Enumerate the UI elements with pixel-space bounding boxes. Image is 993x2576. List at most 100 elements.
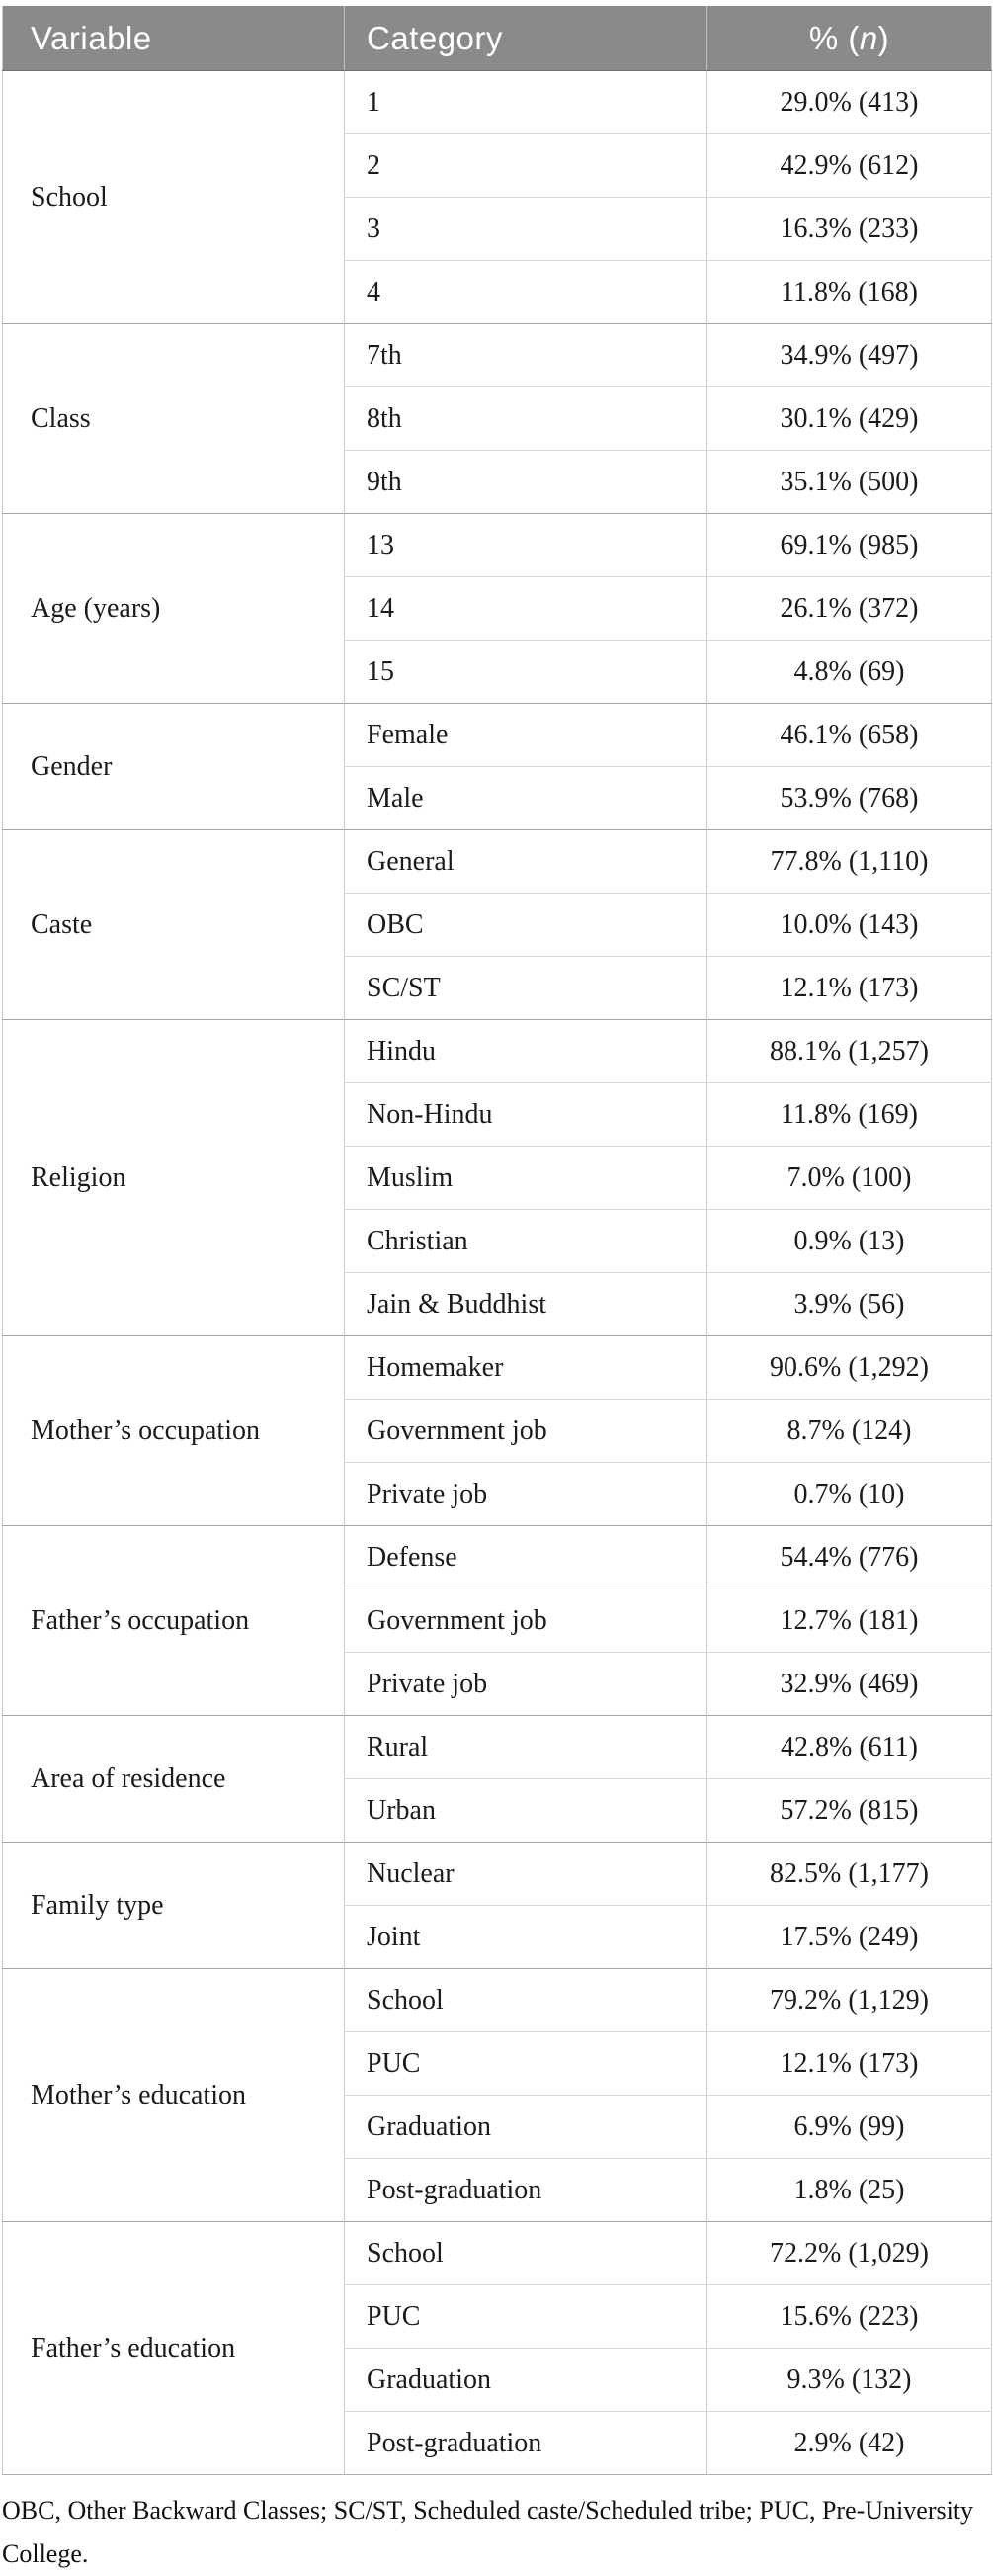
- table-row: Area of residence Rural 42.8% (611): [2, 1715, 992, 1843]
- table-row: 8th 30.1% (429): [3, 386, 992, 451]
- percent-n-italic: n: [859, 19, 878, 56]
- value-cell: 90.6% (1,292): [706, 1335, 992, 1400]
- table-row: Gender Female 46.1% (658): [2, 703, 992, 830]
- category-cell: Government job: [344, 1399, 707, 1463]
- table-row: Joint 17.5% (249): [3, 1905, 992, 1969]
- table-body: School 1 29.0% (413) 2 42.9% (612) 3 16.3% (23…: [2, 70, 992, 2475]
- variable-cell: School: [2, 70, 345, 324]
- value-cell: 15.6% (223): [706, 2284, 992, 2349]
- col-header-variable: Variable: [2, 6, 345, 71]
- table-row: Mother’s occupation Homemaker 90.6% (1,292…: [2, 1335, 992, 1526]
- col-header-percent-n: % (n): [706, 6, 992, 71]
- category-cell: 13: [344, 513, 707, 577]
- table-row: Mother’s education School 79.2% (1,129): [2, 1968, 992, 2222]
- footnote-line-2: College.: [2, 2539, 89, 2568]
- variable-cell: Religion: [2, 1019, 345, 1336]
- value-cell: 12.1% (173): [706, 956, 992, 1020]
- table-row: Religion Hindu 88.1% (1,257): [2, 1019, 992, 1336]
- category-cell: OBC: [344, 893, 707, 957]
- value-cell: 11.8% (169): [706, 1082, 992, 1147]
- table-row: Male 53.9% (768): [3, 766, 992, 830]
- value-cell: 35.1% (500): [706, 450, 992, 514]
- table-row: School 1 29.0% (413): [2, 70, 992, 324]
- col-header-category: Category: [344, 6, 707, 71]
- table-row: Muslim 7.0% (100): [3, 1146, 992, 1210]
- percent-n-prefix: % (: [808, 19, 860, 56]
- value-cell: 30.1% (429): [706, 386, 992, 451]
- table-row: 3 16.3% (233): [3, 197, 992, 261]
- table-row: Government job 8.7% (124): [3, 1399, 992, 1463]
- demographics-table: Variable Category % (n) School 1 29.0% (41…: [2, 6, 992, 2475]
- value-cell: 17.5% (249): [706, 1905, 992, 1969]
- category-cell: Government job: [344, 1589, 707, 1653]
- value-cell: 26.1% (372): [706, 576, 992, 641]
- table-row: 9th 35.1% (500): [3, 450, 992, 514]
- table-row: Post-graduation 2.9% (42): [3, 2411, 992, 2475]
- table-row: PUC 12.1% (173): [3, 2031, 992, 2096]
- category-cell: Jain & Buddhist: [344, 1272, 707, 1336]
- category-cell: School: [344, 2221, 707, 2285]
- table-row: Urban 57.2% (815): [3, 1778, 992, 1843]
- value-cell: 53.9% (768): [706, 766, 992, 830]
- table-footnote: OBC, Other Backward Classes; SC/ST, Sche…: [2, 2489, 993, 2576]
- table-row: OBC 10.0% (143): [3, 893, 992, 957]
- category-cell: 4: [344, 260, 707, 324]
- table-row: Christian 0.9% (13): [3, 1209, 992, 1273]
- table-figure: Variable Category % (n) School 1 29.0% (41…: [0, 6, 993, 2576]
- table-row: 2 42.9% (612): [3, 133, 992, 198]
- table-row: PUC 15.6% (223): [3, 2284, 992, 2349]
- value-cell: 11.8% (168): [706, 260, 992, 324]
- category-cell: Female: [344, 703, 707, 767]
- table-row: Government job 12.7% (181): [3, 1589, 992, 1653]
- percent-n-suffix: ): [877, 19, 890, 56]
- category-cell: Hindu: [344, 1019, 707, 1083]
- value-cell: 6.9% (99): [706, 2095, 992, 2159]
- table-row: Father’s occupation Defense 54.4% (776): [2, 1525, 992, 1716]
- category-cell: PUC: [344, 2284, 707, 2349]
- table-row: Jain & Buddhist 3.9% (56): [3, 1272, 992, 1336]
- variable-cell: Area of residence: [2, 1715, 345, 1843]
- value-cell: 34.9% (497): [706, 323, 992, 387]
- table-header: Variable Category % (n): [2, 6, 992, 71]
- table-row: Private job 0.7% (10): [3, 1462, 992, 1526]
- footnote-line-1: OBC, Other Backward Classes; SC/ST, Sche…: [2, 2496, 974, 2525]
- category-cell: Private job: [344, 1462, 707, 1526]
- category-cell: Homemaker: [344, 1335, 707, 1400]
- value-cell: 2.9% (42): [706, 2411, 992, 2475]
- category-cell: Post-graduation: [344, 2411, 707, 2475]
- value-cell: 29.0% (413): [706, 70, 992, 134]
- value-cell: 88.1% (1,257): [706, 1019, 992, 1083]
- category-cell: Graduation: [344, 2095, 707, 2159]
- header-row: Variable Category % (n): [2, 6, 992, 71]
- value-cell: 0.9% (13): [706, 1209, 992, 1273]
- category-cell: 15: [344, 640, 707, 704]
- category-cell: Joint: [344, 1905, 707, 1969]
- category-cell: 1: [344, 70, 707, 134]
- value-cell: 9.3% (132): [706, 2348, 992, 2412]
- value-cell: 79.2% (1,129): [706, 1968, 992, 2032]
- value-cell: 42.9% (612): [706, 133, 992, 198]
- category-cell: Male: [344, 766, 707, 830]
- value-cell: 32.9% (469): [706, 1652, 992, 1716]
- category-cell: 2: [344, 133, 707, 198]
- variable-cell: Age (years): [2, 513, 345, 704]
- table-row: Father’s education School 72.2% (1,029): [2, 2221, 992, 2475]
- value-cell: 8.7% (124): [706, 1399, 992, 1463]
- category-cell: PUC: [344, 2031, 707, 2096]
- category-cell: Rural: [344, 1715, 707, 1779]
- value-cell: 57.2% (815): [706, 1778, 992, 1843]
- category-cell: Urban: [344, 1778, 707, 1843]
- variable-cell: Family type: [2, 1842, 345, 1969]
- value-cell: 4.8% (69): [706, 640, 992, 704]
- table-row: 14 26.1% (372): [3, 576, 992, 641]
- table-row: Family type Nuclear 82.5% (1,177): [2, 1842, 992, 1969]
- variable-cell: Gender: [2, 703, 345, 830]
- value-cell: 54.4% (776): [706, 1525, 992, 1589]
- table-row: Graduation 6.9% (99): [3, 2095, 992, 2159]
- table-row: 4 11.8% (168): [3, 260, 992, 324]
- table-row: Age (years) 13 69.1% (985): [2, 513, 992, 704]
- table-row: 15 4.8% (69): [3, 640, 992, 704]
- table-row: Private job 32.9% (469): [3, 1652, 992, 1716]
- value-cell: 0.7% (10): [706, 1462, 992, 1526]
- category-cell: 3: [344, 197, 707, 261]
